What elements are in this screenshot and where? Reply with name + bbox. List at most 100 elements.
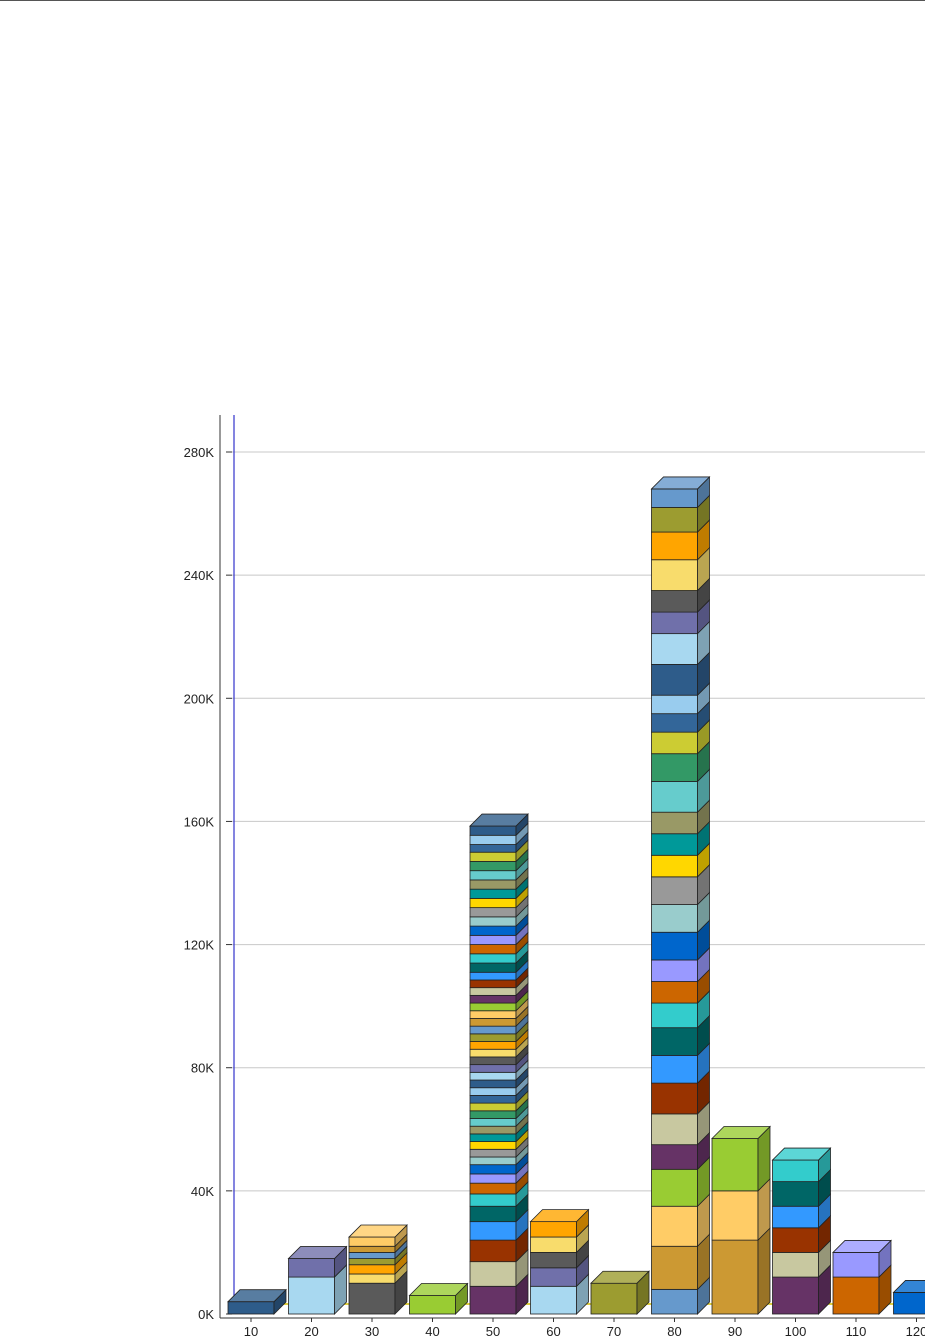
bar-segment — [469, 907, 517, 918]
bar-110 — [832, 1239, 892, 1315]
bar-segment — [469, 994, 517, 1004]
bar-80 — [650, 475, 711, 1315]
bar-segment — [469, 987, 517, 996]
bar-segment — [469, 953, 517, 964]
bar-segment — [469, 1285, 517, 1315]
bar-top — [287, 1246, 348, 1259]
bar-top — [227, 1289, 287, 1303]
bar-40 — [408, 1282, 469, 1315]
bar-segment — [832, 1276, 880, 1315]
bar-segment — [651, 931, 698, 961]
bar-top — [469, 813, 529, 827]
bar-segment — [651, 1168, 698, 1207]
bar-segment — [469, 1173, 517, 1184]
bar-segment — [348, 1264, 396, 1275]
bar-segment — [651, 590, 698, 613]
bar-top — [408, 1283, 469, 1296]
bar-segment — [651, 713, 698, 733]
bar-segment — [772, 1181, 819, 1207]
bar-top — [348, 1224, 408, 1238]
bar-segment — [469, 925, 517, 936]
bar-segment — [651, 1205, 698, 1247]
bar-segment — [530, 1236, 577, 1253]
bar-segment — [651, 611, 698, 635]
bar-segment — [651, 1082, 698, 1115]
bar-segment — [469, 1071, 517, 1081]
bar-segment — [893, 1292, 925, 1315]
bar-segment — [530, 1267, 577, 1287]
x-tick-label: 100 — [785, 1324, 807, 1339]
bar-segment — [469, 1041, 517, 1050]
y-tick-label: 120K — [184, 938, 215, 953]
bar-segment — [651, 694, 698, 715]
bar-segment — [772, 1276, 819, 1315]
bar-segment — [469, 1261, 517, 1287]
bar-segment — [832, 1252, 880, 1278]
y-tick-label: 280K — [184, 445, 215, 460]
bar-segment — [469, 1205, 517, 1223]
bar-segment — [469, 1156, 517, 1166]
x-tick-label: 120 — [906, 1324, 925, 1339]
top-rule — [0, 0, 925, 1]
bar-segment — [651, 876, 698, 905]
bar-segment — [651, 854, 698, 878]
bar-segment — [348, 1236, 396, 1247]
bar-segment — [469, 944, 517, 955]
bar-30 — [348, 1224, 408, 1315]
y-axis: 0K 40K 80K 120K 160K 200K 240K 280K — [184, 415, 235, 1322]
bar-segment — [651, 959, 698, 982]
bar-segment — [469, 1079, 517, 1089]
bar-segment — [711, 1190, 759, 1241]
bar-segment — [469, 971, 517, 981]
bars — [227, 475, 925, 1315]
bar-segment — [469, 834, 517, 845]
bar-segment — [469, 1133, 517, 1142]
bar-segment — [348, 1252, 396, 1259]
bar-top — [529, 1209, 590, 1223]
bar-segment — [288, 1276, 335, 1315]
bar-segment — [469, 1148, 517, 1158]
bar-segment — [469, 1064, 517, 1073]
bar-segment — [651, 633, 698, 665]
x-axis: 10 20 30 40 50 60 70 80 90 100 110 120 — [220, 1317, 925, 1339]
bar-segment — [227, 1301, 275, 1315]
bar-segment — [651, 1245, 698, 1290]
bar-segment — [469, 1056, 517, 1066]
bar-segment — [651, 781, 698, 813]
bar-segment — [651, 1144, 698, 1170]
y-tick-label: 40K — [191, 1184, 214, 1199]
bar-segment — [469, 851, 517, 862]
bar-segment — [469, 1221, 517, 1241]
bar-segment — [711, 1138, 759, 1192]
bar-segment — [348, 1282, 396, 1315]
bar-segment — [469, 1164, 517, 1175]
bar-segment — [651, 559, 698, 591]
bar-segment — [469, 962, 517, 973]
bar-segment — [288, 1258, 335, 1278]
bar-top — [650, 476, 711, 490]
x-tick-label: 30 — [365, 1324, 379, 1339]
bar-segment — [651, 811, 698, 835]
bar-120 — [892, 1280, 925, 1315]
bar-top — [771, 1147, 832, 1161]
bar-segment — [469, 844, 517, 853]
bar-10 — [227, 1288, 287, 1315]
bar-segment — [651, 1002, 698, 1029]
bar-segment — [651, 507, 698, 533]
bar-segment — [469, 979, 517, 989]
bar-segment — [469, 1141, 517, 1150]
x-tick-label: 20 — [304, 1324, 318, 1339]
bar-60 — [529, 1208, 590, 1315]
bar-segment — [651, 833, 698, 856]
bar-top — [711, 1126, 771, 1139]
bar-segment — [590, 1282, 638, 1315]
bar-segment — [348, 1258, 396, 1266]
bar-segment — [530, 1221, 577, 1238]
bar-segment — [772, 1252, 819, 1278]
bar-segment — [469, 1025, 517, 1035]
y-tick-label: 0K — [198, 1307, 214, 1322]
bar-100 — [771, 1147, 832, 1315]
bar-top — [832, 1240, 892, 1253]
bar-segment — [651, 1288, 698, 1315]
